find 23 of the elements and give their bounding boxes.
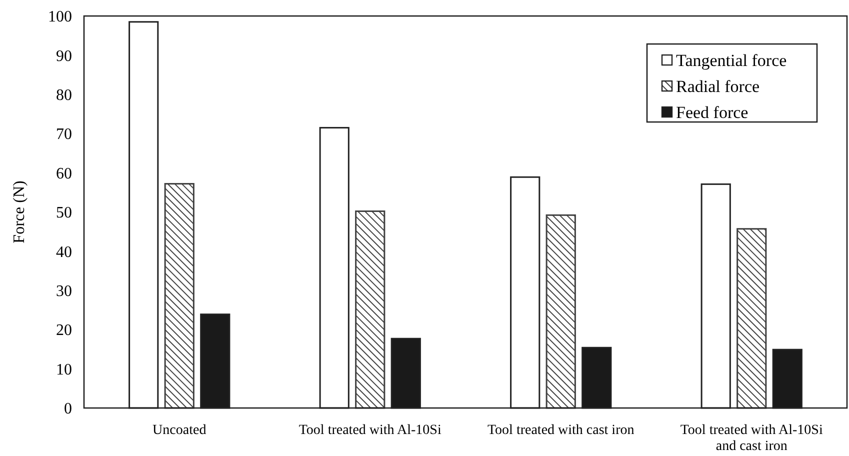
bar (164, 183, 194, 409)
y-tick-label: 60 (56, 165, 72, 182)
x-tick-label: Tool treated with cast iron (487, 423, 634, 438)
bar (736, 228, 767, 409)
y-tick-label: 50 (56, 204, 72, 222)
y-tick-label: 20 (56, 322, 72, 340)
y-tick-label: 70 (56, 126, 72, 144)
y-tick-label: 10 (56, 361, 72, 378)
legend-label: Feed force (676, 102, 748, 122)
x-tick-label: Uncoated (152, 423, 206, 438)
bar (546, 214, 576, 409)
x-tick-label: Tool treated with Al-10Si and cast iron (680, 423, 823, 454)
y-tick-label: 40 (56, 244, 72, 261)
y-tick-label: 0 (64, 400, 72, 418)
bar (355, 210, 386, 409)
legend-label: Radial force (676, 76, 760, 96)
y-tick-label: 100 (48, 8, 72, 26)
legend-label: Tangential force (676, 50, 787, 70)
y-axis-title: Force (N) (11, 180, 28, 244)
y-tick-label: 80 (56, 87, 72, 104)
x-tick-label: Tool treated with Al-10Si (298, 423, 442, 438)
y-tick-label: 30 (56, 283, 72, 300)
y-tick-label: 90 (56, 48, 72, 65)
